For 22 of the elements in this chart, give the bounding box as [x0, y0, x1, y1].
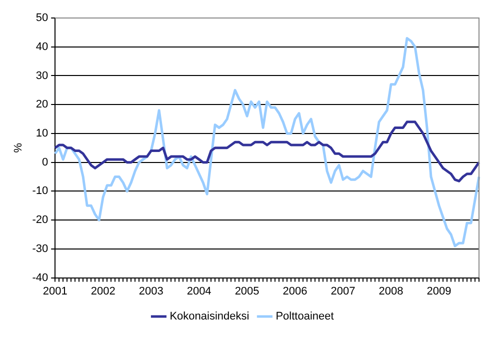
y-axis-title: %	[12, 142, 25, 153]
x-tick-label: 2001	[42, 285, 68, 298]
y-tick-label: -40	[32, 272, 48, 284]
y-tick-label: 40	[36, 40, 48, 53]
x-tick-label: 2004	[186, 285, 212, 298]
x-tick-label: 2005	[234, 285, 260, 298]
x-tick-label: 2006	[282, 285, 308, 298]
x-tick-label: 2008	[378, 285, 404, 298]
y-tick-label: 0	[42, 156, 48, 168]
x-tick-label: 2003	[138, 285, 164, 298]
x-tick-label: 2002	[90, 285, 116, 298]
y-tick-label: 20	[36, 98, 48, 111]
y-tick-label: -30	[32, 242, 48, 255]
y-tick-label: -10	[32, 185, 48, 198]
legend-label: Kokonaisindeksi	[170, 310, 250, 323]
y-tick-label: 50	[36, 12, 48, 24]
y-tick-label: 10	[36, 128, 48, 140]
x-tick-label: 2009	[426, 285, 452, 298]
legend-label: Polttoaineet	[276, 310, 334, 323]
y-tick-label: -20	[32, 214, 48, 226]
y-tick-label: 30	[36, 70, 48, 82]
x-tick-label: 2007	[330, 285, 356, 298]
